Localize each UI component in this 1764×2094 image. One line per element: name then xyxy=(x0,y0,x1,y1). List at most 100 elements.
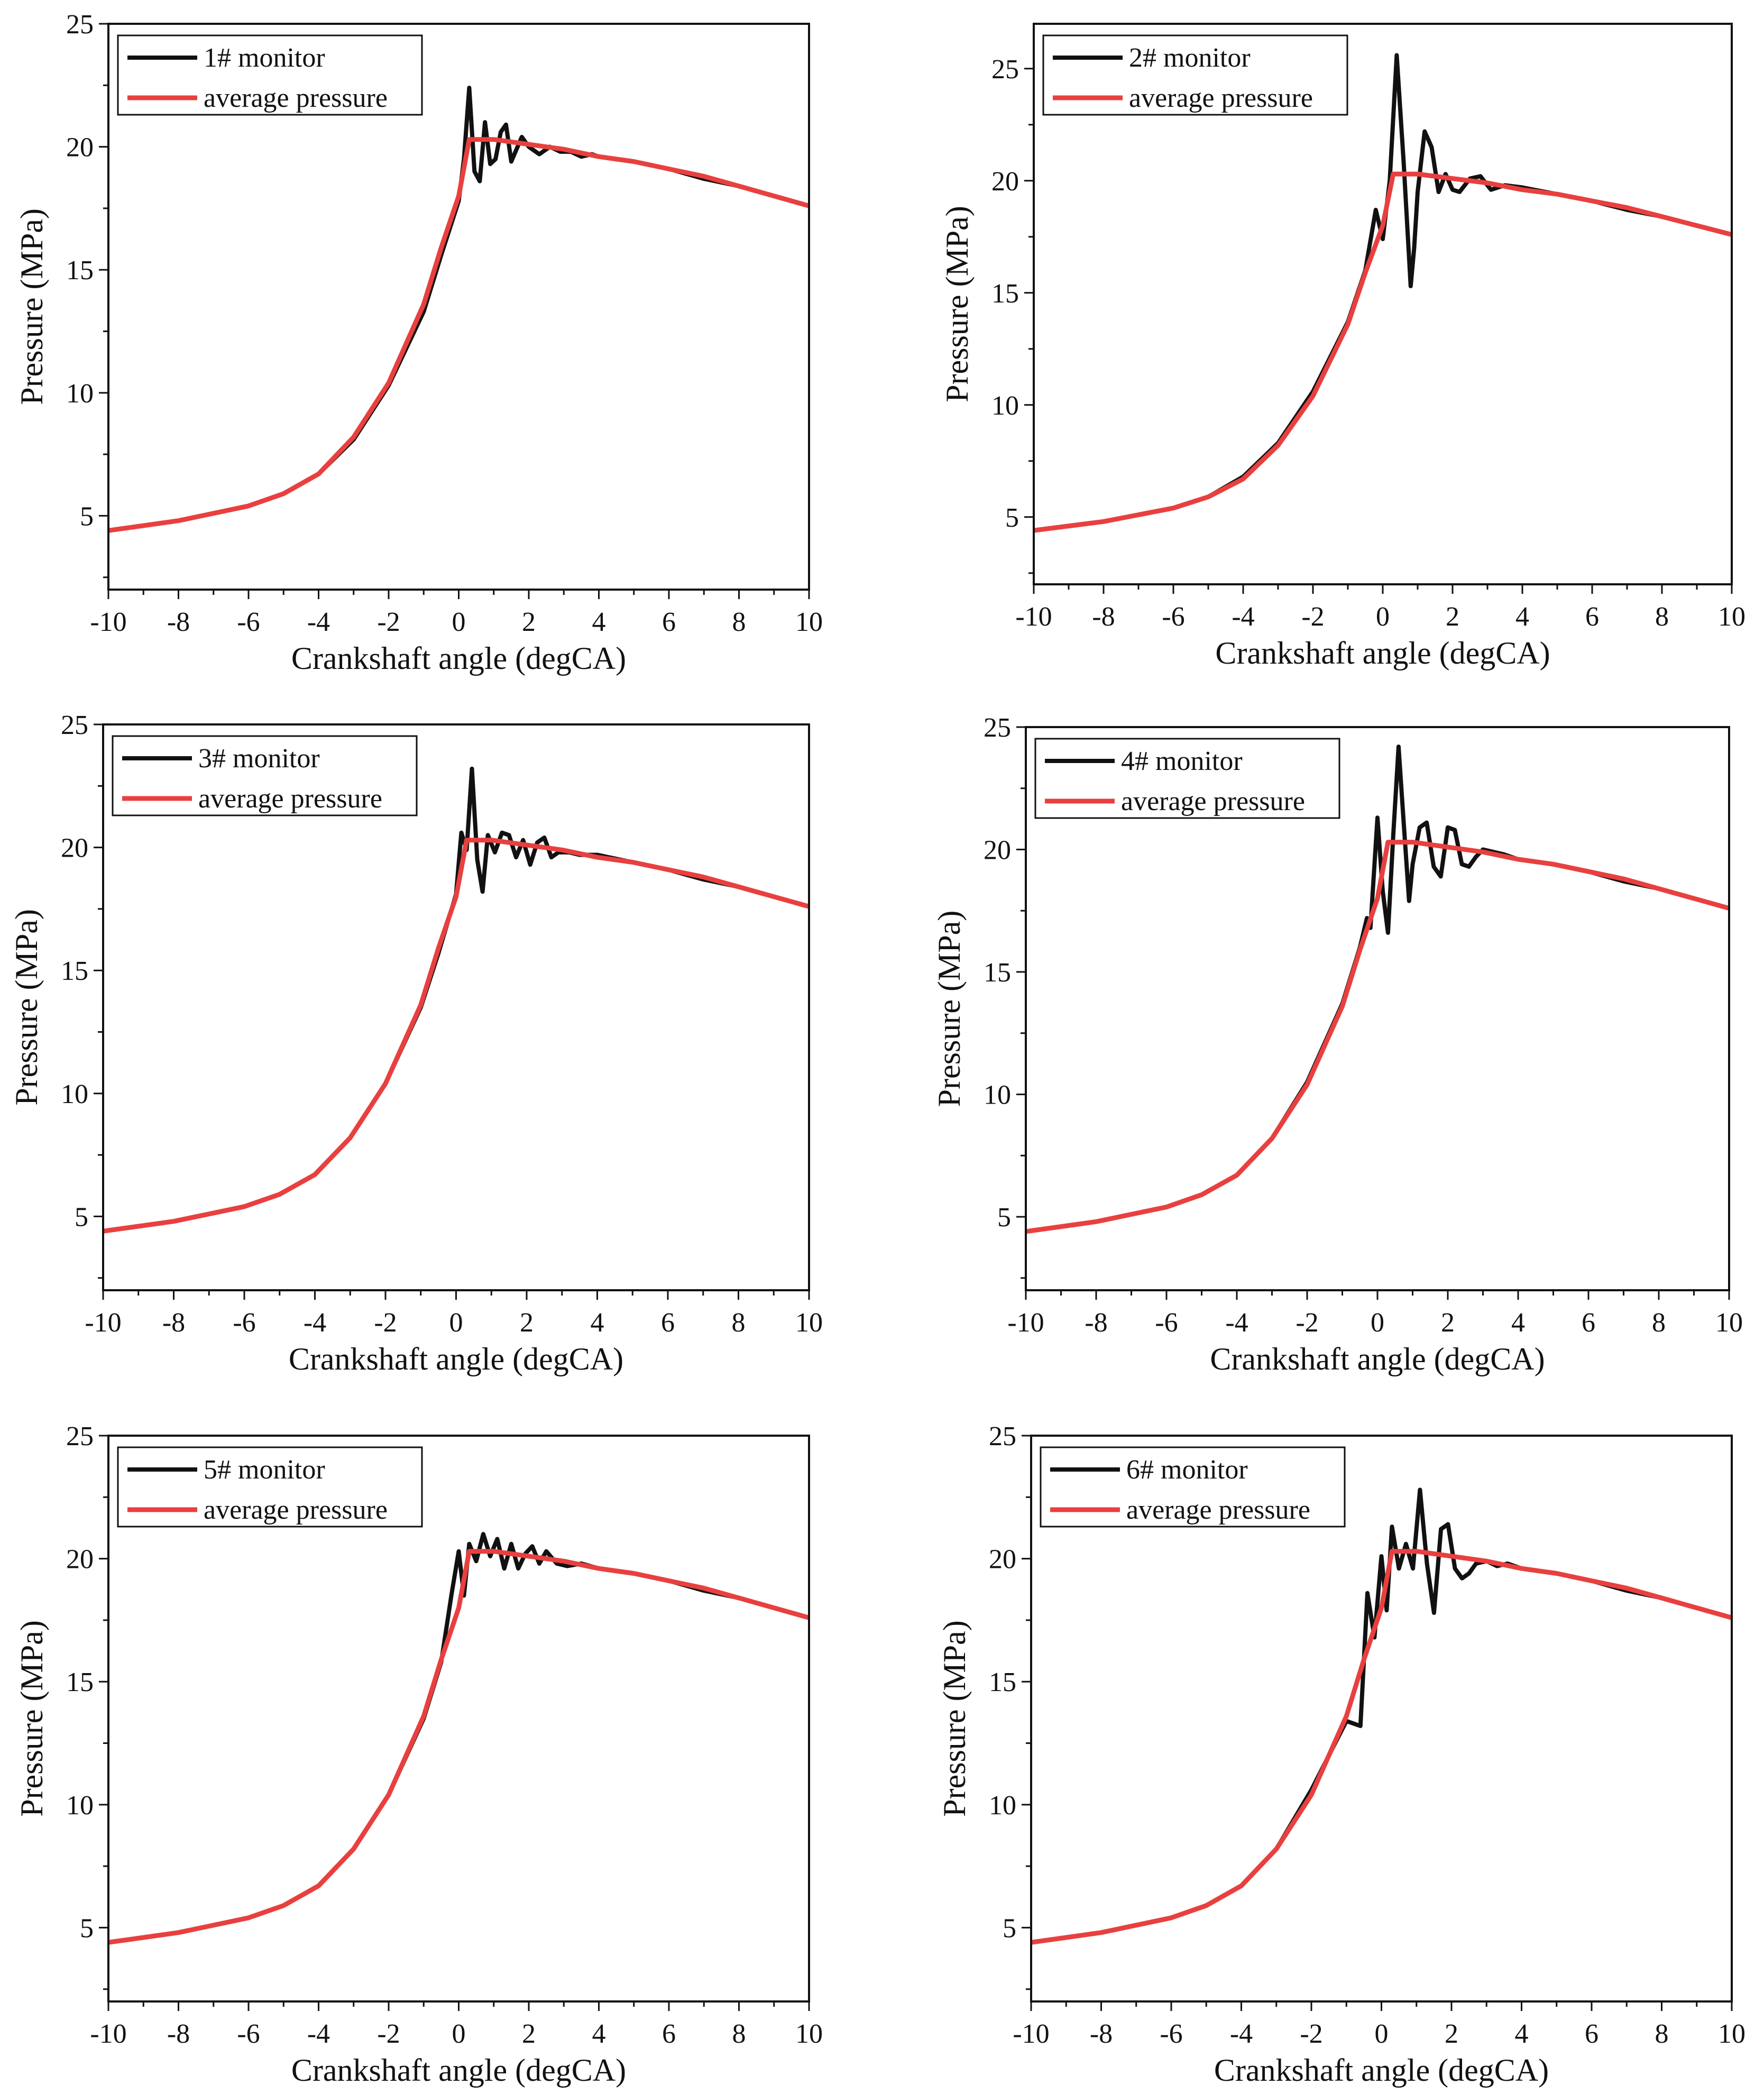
series-line-monitor xyxy=(1034,53,1732,533)
x-tick-label: 4 xyxy=(592,2019,606,2049)
x-tick-label: -8 xyxy=(162,1308,185,1338)
x-tick-label: 4 xyxy=(591,1308,604,1338)
x-tick-label: -6 xyxy=(1160,2019,1182,2049)
x-tick-label: -2 xyxy=(374,1308,397,1338)
x-tick-label: -8 xyxy=(1085,1308,1107,1338)
legend-box xyxy=(117,1446,423,1528)
y-tick-label: 20 xyxy=(66,133,94,163)
x-tick-label: -10 xyxy=(1007,1308,1044,1338)
x-axis-title: Crankshaft angle (degCA) xyxy=(1215,636,1550,671)
y-tick-label: 20 xyxy=(984,835,1011,866)
x-tick-label: 4 xyxy=(1515,602,1529,632)
series-line-average-pressure xyxy=(108,137,809,533)
x-tick-label: -8 xyxy=(167,607,190,637)
y-tick-label: 10 xyxy=(991,391,1019,421)
y-tick-label: 25 xyxy=(66,10,94,40)
y-axis-title: Pressure (MPa) xyxy=(9,909,44,1106)
y-tick-label: 15 xyxy=(989,1667,1016,1697)
legend-label: average pressure xyxy=(1129,83,1313,113)
series-line-average-pressure xyxy=(1026,840,1729,1234)
x-tick-label: 2 xyxy=(1445,2019,1458,2049)
y-tick-label: 20 xyxy=(61,833,88,864)
x-tick-label: 8 xyxy=(1655,602,1669,632)
chart-panel-1: -10 -8 -6 -4 -2 0 2 4 6 8 10 5 10 15 20 25 Crankshaft an… xyxy=(14,10,823,676)
x-tick-label: -10 xyxy=(1013,2019,1049,2049)
y-tick-label: 15 xyxy=(991,279,1019,309)
x-axis-title: Crankshaft angle (degCA) xyxy=(291,641,626,676)
y-tick-label: 5 xyxy=(997,1202,1011,1233)
x-tick-label: 10 xyxy=(795,2019,823,2049)
legend-label: average pressure xyxy=(204,1495,388,1525)
x-tick-label: 10 xyxy=(795,1308,823,1338)
x-tick-label: -6 xyxy=(237,2019,260,2049)
y-tick-label: 10 xyxy=(66,379,94,409)
x-tick-label: 6 xyxy=(1585,602,1599,632)
legend-box xyxy=(117,34,423,116)
y-tick-label: 10 xyxy=(61,1079,88,1109)
legend-label: average pressure xyxy=(198,784,382,814)
x-tick-label: -2 xyxy=(1301,602,1324,632)
x-tick-label: 4 xyxy=(1515,2019,1529,2049)
x-tick-label: -10 xyxy=(85,1308,121,1338)
plot-frame xyxy=(1030,1435,1733,2003)
x-tick-label: -2 xyxy=(1296,1308,1318,1338)
x-tick-label: -8 xyxy=(1090,2019,1113,2049)
y-tick-label: 5 xyxy=(80,1913,94,1943)
series-line-monitor xyxy=(108,86,809,533)
x-axis-title: Crankshaft angle (degCA) xyxy=(289,1342,623,1376)
x-tick-label: 2 xyxy=(522,2019,536,2049)
x-tick-label: 10 xyxy=(1718,602,1745,632)
y-axis-title: Pressure (MPa) xyxy=(932,911,967,1107)
y-tick-label: 25 xyxy=(984,713,1011,743)
y-tick-label: 5 xyxy=(1003,1913,1016,1943)
y-tick-label: 20 xyxy=(989,1545,1016,1575)
y-axis-title: Pressure (MPa) xyxy=(940,206,975,402)
x-tick-label: 10 xyxy=(795,607,823,637)
chart-panel-5: -10 -8 -6 -4 -2 0 2 4 6 8 10 5 10 15 20 25 Crankshaft an… xyxy=(14,1421,823,2088)
plot-frame xyxy=(107,23,810,591)
x-tick-label: -4 xyxy=(1230,2019,1253,2049)
legend-label: 6# monitor xyxy=(1126,1455,1248,1485)
series-line-average-pressure xyxy=(108,1549,809,1945)
x-tick-label: 0 xyxy=(1376,602,1390,632)
x-tick-label: 0 xyxy=(1371,1308,1384,1338)
y-tick-label: 25 xyxy=(989,1421,1016,1452)
x-tick-label: 0 xyxy=(452,2019,466,2049)
x-tick-label: -8 xyxy=(167,2019,190,2049)
plot-frame xyxy=(1033,23,1733,585)
y-axis-title: Pressure (MPa) xyxy=(14,208,49,405)
y-tick-label: 10 xyxy=(989,1790,1016,1821)
x-tick-label: -4 xyxy=(304,1308,326,1338)
series-line-monitor xyxy=(103,766,809,1234)
x-axis-title: Crankshaft angle (degCA) xyxy=(1210,1342,1545,1376)
legend-label: 4# monitor xyxy=(1121,746,1243,776)
series-line-monitor xyxy=(1026,745,1729,1234)
x-tick-label: -4 xyxy=(1225,1308,1248,1338)
x-tick-label: 8 xyxy=(1652,1308,1666,1338)
x-tick-label: 6 xyxy=(662,607,676,637)
x-tick-label: -4 xyxy=(307,2019,330,2049)
x-tick-label: -6 xyxy=(233,1308,255,1338)
plot-frame xyxy=(102,723,810,1291)
chart-panel-6: -10 -8 -6 -4 -2 0 2 4 6 8 10 5 10 15 20 25 Crankshaft an… xyxy=(937,1421,1745,2088)
legend-label: 5# monitor xyxy=(204,1455,325,1485)
x-tick-label: 8 xyxy=(732,607,746,637)
x-tick-label: -2 xyxy=(1300,2019,1322,2049)
series-line-monitor xyxy=(1031,1487,1732,1945)
x-tick-label: -4 xyxy=(1232,602,1254,632)
legend-label: 1# monitor xyxy=(204,43,325,73)
plot-frame xyxy=(1025,726,1730,1291)
y-tick-label: 15 xyxy=(66,1667,94,1697)
y-tick-label: 20 xyxy=(991,167,1019,197)
legend-label: average pressure xyxy=(1126,1495,1310,1525)
legend-label: average pressure xyxy=(1121,786,1305,816)
x-tick-label: 8 xyxy=(1655,2019,1669,2049)
legend-label: 2# monitor xyxy=(1129,43,1251,73)
y-tick-label: 20 xyxy=(66,1545,94,1575)
y-tick-label: 25 xyxy=(61,710,88,740)
x-tick-label: 8 xyxy=(732,1308,746,1338)
legend-label: average pressure xyxy=(204,83,388,113)
legend-box xyxy=(1042,34,1348,116)
y-tick-label: 25 xyxy=(991,54,1019,85)
x-tick-label: 2 xyxy=(520,1308,534,1338)
